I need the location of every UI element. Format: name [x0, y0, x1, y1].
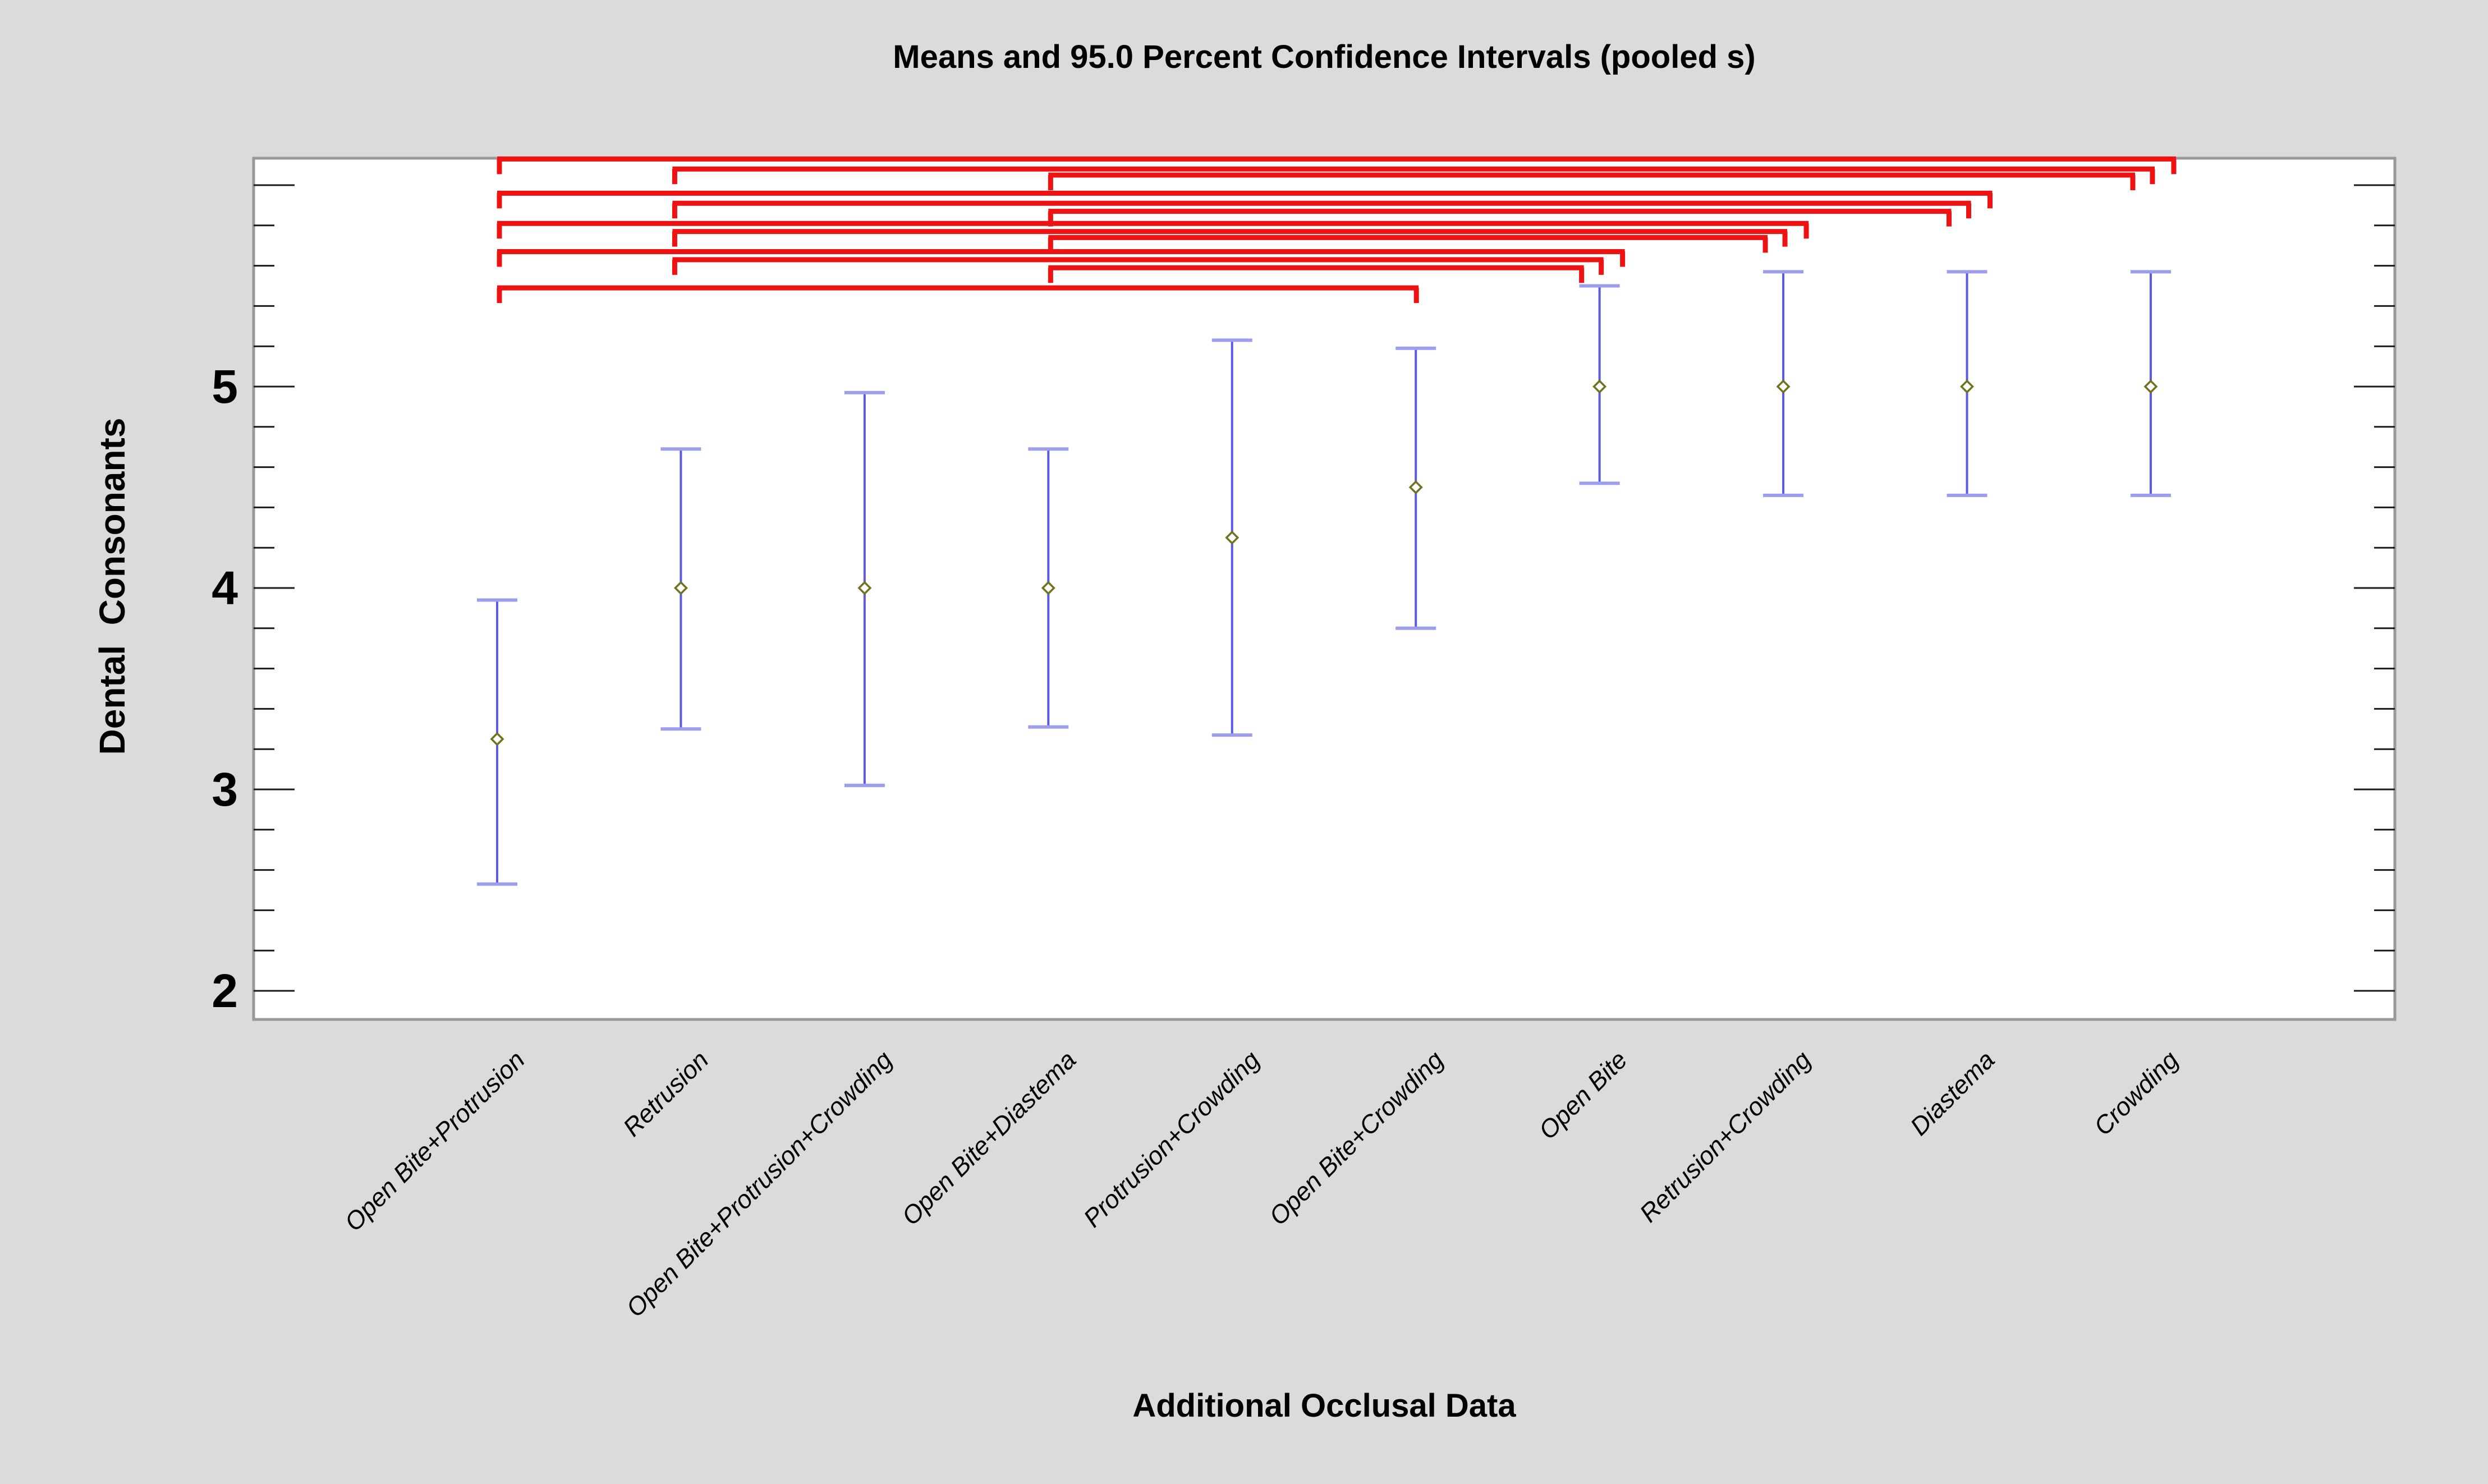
mean-marker [2143, 379, 2158, 394]
x-category-label: Protrusion+Crowding [1078, 1045, 1265, 1233]
x-category-label: Open Bite+Crowding [1264, 1045, 1449, 1231]
mean-marker [1408, 480, 1423, 494]
y-tick-label: 2 [212, 964, 238, 1017]
y-tick-label: 3 [212, 763, 238, 816]
mean-marker [1776, 379, 1791, 394]
plot-frame [252, 157, 2397, 1021]
x-category-label: Retrusion [617, 1045, 714, 1142]
x-category-label: Crowding [2088, 1045, 2184, 1141]
mean-marker [1592, 379, 1607, 394]
mean-marker [857, 581, 872, 595]
mean-marker [490, 732, 504, 746]
x-category-label: Open Bite [1533, 1045, 1633, 1145]
x-category-label: Retrusion+Crowding [1634, 1045, 1816, 1228]
mean-marker [1041, 581, 1055, 595]
chart-title: Means and 95.0 Percent Confidence Interv… [893, 39, 1756, 75]
x-category-label: Diastema [1904, 1045, 2000, 1141]
x-category-label: Open Bite+Protrusion [339, 1045, 530, 1237]
mean-marker [1960, 379, 1974, 394]
y-tick-label: 4 [212, 562, 238, 614]
mean-marker [673, 581, 688, 595]
x-category-label: Open Bite+Diastema [896, 1045, 1082, 1231]
y-axis-title: Dental Consonants [92, 417, 132, 755]
mean-marker [1225, 530, 1240, 545]
x-axis-title: Additional Occlusal Data [1132, 1387, 1516, 1424]
y-tick-label: 5 [212, 360, 238, 413]
